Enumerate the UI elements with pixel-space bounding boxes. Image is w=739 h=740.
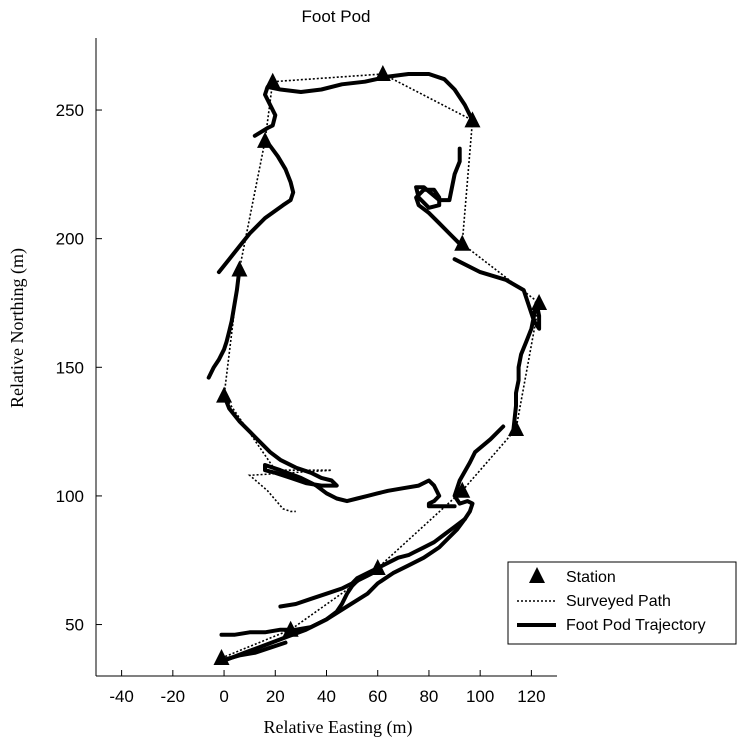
trajectory-segment-10 <box>219 640 288 663</box>
station-marker <box>213 648 230 665</box>
trajectory-segment-6 <box>206 267 242 380</box>
x-tick-label: 100 <box>466 687 494 706</box>
axes <box>95 38 557 677</box>
chart-title: Foot Pod <box>302 7 371 26</box>
y-tick-label: 150 <box>56 358 84 377</box>
x-tick-label: 120 <box>517 687 545 706</box>
trajectory-segment-4 <box>252 72 475 138</box>
x-tick-label: 20 <box>266 687 285 706</box>
y-tick-label: 50 <box>65 616 84 635</box>
trajectory-segment-8 <box>278 517 467 609</box>
station-marker <box>531 293 548 310</box>
x-tick-label: 0 <box>219 687 228 706</box>
y-ticks: 50 100 150 200 250 <box>56 101 102 635</box>
y-axis-label: Relative Northing (m) <box>7 248 28 408</box>
y-tick-label: 100 <box>56 487 84 506</box>
x-ticks: -40 -20 0 20 40 60 80 100 120 <box>109 670 546 706</box>
trajectory-segment-3 <box>414 146 462 246</box>
legend-box <box>507 561 737 645</box>
legend: Station Surveyed Path Foot Pod Trajector… <box>507 561 737 645</box>
station-marker <box>454 481 471 498</box>
x-tick-label: -20 <box>161 687 186 706</box>
legend-surveyed-path-label: Surveyed Path <box>566 593 671 610</box>
legend-station-marker <box>529 567 545 583</box>
x-tick-label: 60 <box>368 687 387 706</box>
station-marker <box>369 558 386 575</box>
trajectory-segment-7 <box>222 393 457 509</box>
station-marker <box>282 620 299 637</box>
surveyed-path-polyline <box>221 73 540 659</box>
station-marker <box>264 72 281 89</box>
station-marker <box>374 65 391 82</box>
x-tick-label: 80 <box>419 687 438 706</box>
x-tick-label: -40 <box>109 687 134 706</box>
trajectory-segment-9 <box>219 568 380 637</box>
station-marker <box>231 260 248 277</box>
station-marker <box>508 420 525 437</box>
trajectory-segment-5 <box>216 138 296 275</box>
station-markers <box>213 65 548 665</box>
foot-pod-trajectory <box>206 72 542 663</box>
station-marker <box>216 386 233 403</box>
station-marker <box>257 131 274 148</box>
x-tick-label: 40 <box>317 687 336 706</box>
surveyed-path-line <box>221 73 540 659</box>
y-tick-label: 200 <box>56 230 84 249</box>
trajectory-segment-1 <box>222 424 506 663</box>
legend-station-label: Station <box>566 569 616 586</box>
legend-foot-pod-label: Foot Pod Trajectory <box>566 617 706 634</box>
trajectory-segment-2 <box>452 257 542 431</box>
x-axis-label: Relative Easting (m) <box>264 717 413 738</box>
y-tick-label: 250 <box>56 101 84 120</box>
station-marker <box>454 234 471 251</box>
station-marker <box>464 111 481 128</box>
